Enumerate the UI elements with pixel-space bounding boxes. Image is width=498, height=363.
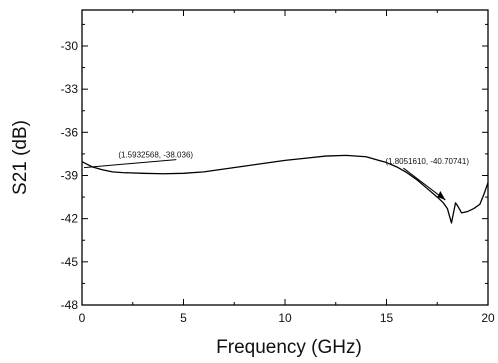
x-tick-label: 0 <box>79 311 86 325</box>
y-tick-label: -48 <box>61 298 79 312</box>
y-axis-label: S21 (dB) <box>10 120 31 195</box>
annotation-leader <box>83 159 177 169</box>
y-tick-label: -45 <box>61 255 79 269</box>
y-tick-label: -39 <box>61 168 79 182</box>
series-line <box>81 154 489 224</box>
x-tick-label: 15 <box>380 311 394 325</box>
y-tick-label: -42 <box>61 212 79 226</box>
axes: 0 5 10 15 20 -48 -45 -42 -39 -36 -33 -30 <box>61 10 495 325</box>
x-tick-label: 10 <box>278 311 292 325</box>
x-tick-label: 5 <box>180 311 187 325</box>
annotation-leader <box>403 167 446 201</box>
x-axis-label: Frequency (GHz) <box>216 337 362 358</box>
x-tick-label: 20 <box>481 311 495 325</box>
annotation-label: (1.5932568, -38.036) <box>118 151 193 160</box>
annotation-arrowhead <box>437 191 446 201</box>
y-tick-label: -30 <box>61 39 79 53</box>
y-tick-label: -36 <box>61 125 79 139</box>
annotations: (1.5932568, -38.036) (1.8051610, -40.7074… <box>83 151 469 201</box>
y-tick-label: -33 <box>61 82 79 96</box>
annotation-label: (1.8051610, -40.70741) <box>385 157 469 166</box>
plot-frame <box>81 9 489 306</box>
